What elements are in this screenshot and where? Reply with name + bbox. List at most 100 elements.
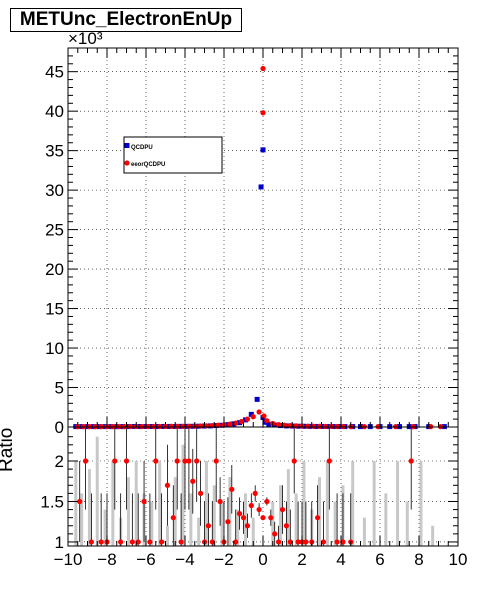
eeorqcdpu-point (180, 423, 186, 429)
eeorqcdpu-point (305, 423, 311, 429)
main-y-axis: 0 5 10 15 20 25 30 35 40 45 (45, 48, 459, 437)
ratio-point (213, 458, 219, 464)
x-tick-label: 6 (375, 550, 384, 569)
ratio-point (141, 498, 147, 505)
top-grid (67, 48, 459, 428)
eeorqcdpu-point (250, 414, 256, 420)
eeorqcdpu-point (174, 423, 180, 429)
ratio-point (174, 458, 180, 464)
legend-qcdpu-marker (124, 143, 130, 148)
y-exponent-label: ×10³ (68, 29, 103, 48)
qcdpu-point (248, 411, 254, 417)
ratio-point (129, 539, 135, 545)
ratio-bar (396, 461, 400, 546)
x-tick-label: −4 (175, 550, 194, 569)
y-tick-label: 40 (45, 102, 64, 121)
ratio-bar (165, 525, 169, 546)
eeorqcdpu-point (157, 423, 163, 430)
ratio-point (260, 515, 266, 521)
ratio-point (147, 539, 153, 545)
main-series (73, 65, 447, 430)
ratio-point (190, 478, 196, 484)
ratio-bar (419, 461, 423, 546)
x-tick-label: 0 (258, 550, 267, 569)
ratio-bar (80, 493, 84, 546)
eeorqcdpu-point (260, 65, 266, 72)
ratio-point (320, 539, 327, 545)
ratio-bar (212, 485, 216, 546)
x-tick-label: −6 (136, 550, 155, 569)
ratio-bar (189, 493, 193, 546)
ratio-bar (405, 501, 409, 546)
y-tick-label: 30 (45, 181, 64, 200)
ratio-y-tick-label: 1 (55, 533, 64, 552)
ratio-bar (251, 517, 255, 546)
ratio-bar (158, 461, 162, 546)
ratio-point (276, 539, 282, 545)
ratio-bar (294, 493, 298, 546)
ratio-point (326, 458, 332, 464)
legend-eeorqcdpu-label: eeorQCDPU (131, 162, 165, 168)
legend-qcdpu-label: QCDPU (131, 145, 153, 151)
qcdpu-point (258, 184, 264, 190)
ratio-bar (318, 477, 322, 546)
qcdpu-point (266, 421, 272, 427)
ratio-point (279, 506, 286, 513)
ratio-bar (134, 461, 138, 546)
ratio-bar (126, 477, 130, 546)
eeorqcdpu-point (244, 416, 250, 422)
ratio-bar (243, 493, 247, 546)
eeorqcdpu-point (293, 423, 299, 429)
ratio-point (244, 523, 250, 529)
ratio-bar (87, 469, 91, 546)
x-tick-label: −10 (54, 550, 83, 569)
ratio-point (217, 498, 223, 505)
ratio-bar (103, 509, 107, 546)
eeorqcdpu-point (238, 418, 245, 425)
eeorqcdpu-point (261, 413, 267, 419)
ratio-bar (279, 485, 283, 546)
ratio-point (315, 515, 321, 521)
ratio-point (225, 519, 231, 525)
chart-title: METUnc_ElectronEnUp (10, 8, 242, 32)
ratio-bar (286, 469, 290, 546)
ratio-bar (74, 461, 78, 546)
ratio-bar (236, 509, 240, 546)
ratio-y-tick-label: 2 (55, 452, 64, 471)
y-tick-label: 45 (45, 63, 64, 82)
eeorqcdpu-point (316, 423, 323, 429)
ratio-bar (302, 461, 306, 546)
x-tick-label: −8 (97, 550, 116, 569)
ratio-point (283, 523, 289, 529)
ratio-point (252, 490, 258, 496)
ratio-point (272, 531, 278, 537)
y-tick-label: 10 (45, 339, 64, 358)
ratio-point (295, 539, 301, 545)
eeorqcdpu-point (260, 110, 266, 116)
ratio-point (198, 490, 204, 496)
ratio-point (186, 458, 192, 464)
ratio-point (112, 458, 118, 464)
ratio-point (82, 458, 89, 464)
eeorqcdpu-point (186, 423, 192, 429)
y-tick-label: 15 (45, 300, 64, 319)
ratio-point (233, 539, 239, 545)
ratio-point (98, 539, 104, 545)
ratio-point (153, 458, 159, 464)
ratio-point (88, 539, 94, 545)
y-tick-label: 35 (45, 142, 64, 161)
ratio-point (209, 539, 215, 545)
ratio-bar (384, 493, 388, 546)
ratio-bar (372, 461, 376, 546)
ratio-point (118, 539, 124, 545)
ratio-point (170, 515, 176, 521)
ratio-point (264, 498, 270, 505)
x-tick-label: 4 (336, 550, 345, 569)
ratio-point (229, 486, 235, 492)
ratio-point (408, 458, 414, 464)
eeorqcdpu-point (227, 421, 233, 427)
ratio-axes: 1 1.5 2 −10 −8 −6 −4 −2 0 2 4 6 8 10 (40, 417, 467, 569)
x-tick-label: −2 (214, 550, 233, 569)
ratio-point (159, 539, 165, 545)
